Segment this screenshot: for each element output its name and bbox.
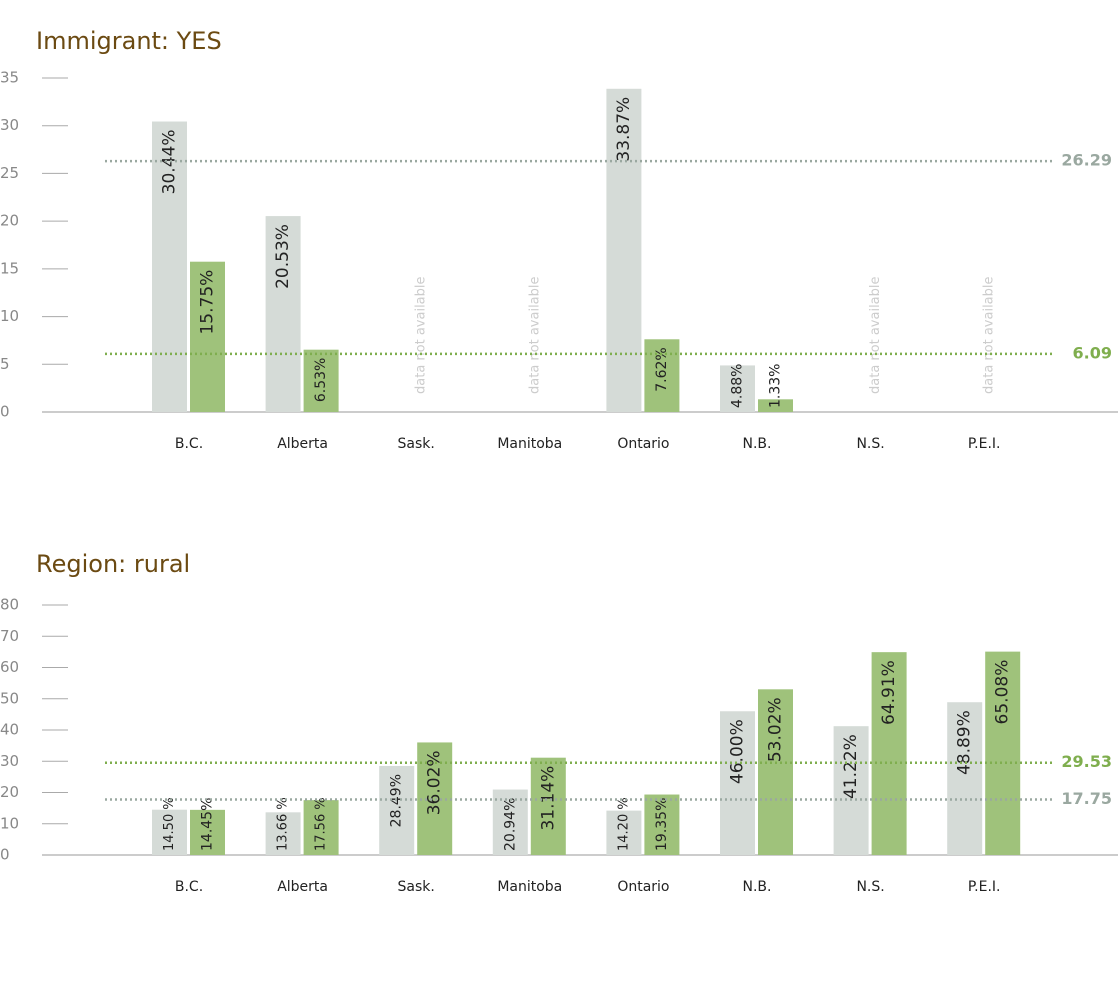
- bar: [644, 339, 680, 412]
- bar: [947, 702, 983, 855]
- value-label: 48.89%: [955, 710, 975, 775]
- bar: [985, 651, 1021, 855]
- x-tick-label: P.E.I.: [968, 436, 1001, 452]
- y-tick-label: 20: [0, 212, 19, 230]
- y-tick-label: 60: [0, 658, 19, 676]
- x-tick-label: Ontario: [617, 436, 669, 452]
- x-tick-label: Alberta: [277, 436, 328, 452]
- bar: [758, 399, 793, 412]
- value-label: 6.53%: [313, 358, 329, 402]
- reference-label: 29.53: [1061, 752, 1112, 771]
- x-tick-label: Ontario: [617, 879, 669, 895]
- y-tick-label: 25: [0, 164, 19, 182]
- missing-note: data not available: [414, 276, 429, 394]
- y-tick-label: 40: [0, 721, 19, 739]
- x-tick-label: N.S.: [856, 436, 884, 452]
- value-label: 15.75%: [198, 270, 218, 335]
- y-tick-label: 10: [0, 814, 19, 832]
- x-tick-label: Manitoba: [497, 879, 562, 895]
- y-tick-label: 5: [0, 355, 10, 373]
- value-label: 41.22%: [841, 734, 861, 799]
- y-tick-label: 15: [0, 259, 19, 277]
- y-tick-label: 70: [0, 627, 19, 645]
- bar: [720, 711, 755, 855]
- reference-label: 6.09: [1073, 343, 1112, 362]
- x-tick-label: Manitoba: [497, 436, 562, 452]
- value-label: 20.53%: [273, 224, 293, 289]
- x-tick-label: Sask.: [398, 879, 435, 895]
- missing-note: data not available: [868, 276, 883, 394]
- y-tick-label: 0: [0, 846, 10, 864]
- y-tick-label: 10: [0, 307, 19, 325]
- bar: [530, 757, 566, 855]
- bar: [379, 765, 415, 855]
- bar: [303, 349, 339, 412]
- bar: [190, 809, 225, 855]
- x-tick-label: N.S.: [856, 879, 884, 895]
- reference-label: 26.29: [1061, 151, 1112, 170]
- value-label: 20.94%: [502, 798, 518, 851]
- bar: [644, 794, 680, 855]
- value-label: 31.14%: [538, 766, 558, 831]
- x-tick-label: P.E.I.: [968, 879, 1001, 895]
- bar: [871, 652, 907, 855]
- value-label: 30.44%: [160, 130, 180, 195]
- value-label: 64.91%: [879, 660, 899, 725]
- bar: [606, 810, 642, 855]
- value-label: 4.88%: [730, 364, 746, 408]
- bar: [758, 689, 793, 855]
- x-tick-label: B.C.: [175, 879, 203, 895]
- x-tick-label: N.B.: [743, 436, 772, 452]
- value-label: 14.45%: [200, 798, 216, 851]
- bar: [833, 726, 869, 855]
- value-label: 46.00%: [728, 719, 748, 784]
- value-label: 53.02%: [766, 697, 786, 762]
- y-tick-label: 50: [0, 689, 19, 707]
- y-tick-label: 30: [0, 752, 19, 770]
- x-tick-label: N.B.: [743, 879, 772, 895]
- value-label: 19.35%: [654, 798, 670, 851]
- y-tick-label: 80: [0, 596, 19, 614]
- x-tick-label: Alberta: [277, 879, 328, 895]
- reference-label: 17.75: [1061, 789, 1112, 808]
- bar: [152, 809, 187, 855]
- bar: [720, 365, 755, 412]
- x-tick-label: B.C.: [175, 436, 203, 452]
- y-tick-label: 20: [0, 783, 19, 801]
- bar: [606, 88, 642, 412]
- bar: [265, 216, 301, 412]
- value-label: 13.66 %: [276, 797, 291, 851]
- bar: [303, 800, 339, 855]
- y-tick-label: 0: [0, 403, 10, 421]
- value-label: 17.56 %: [314, 797, 329, 851]
- y-tick-label: 30: [0, 116, 19, 134]
- x-tick-label: Sask.: [398, 436, 435, 452]
- bar: [152, 121, 187, 412]
- value-label: 14.20 %: [616, 797, 631, 851]
- value-label: 33.87%: [614, 97, 634, 162]
- chart-title: Region: rural: [36, 550, 190, 578]
- missing-note: data not available: [527, 276, 542, 394]
- bar: [190, 261, 225, 412]
- value-label: 1.33%: [768, 364, 784, 408]
- chart-title: Immigrant: YES: [36, 27, 222, 55]
- bar: [265, 812, 301, 855]
- value-label: 14.50 %: [162, 797, 177, 851]
- value-label: 36.02%: [425, 750, 445, 815]
- y-tick-label: 35: [0, 69, 19, 87]
- missing-note: data not available: [982, 276, 997, 394]
- value-label: 7.62%: [654, 347, 670, 391]
- value-label: 65.08%: [993, 660, 1013, 725]
